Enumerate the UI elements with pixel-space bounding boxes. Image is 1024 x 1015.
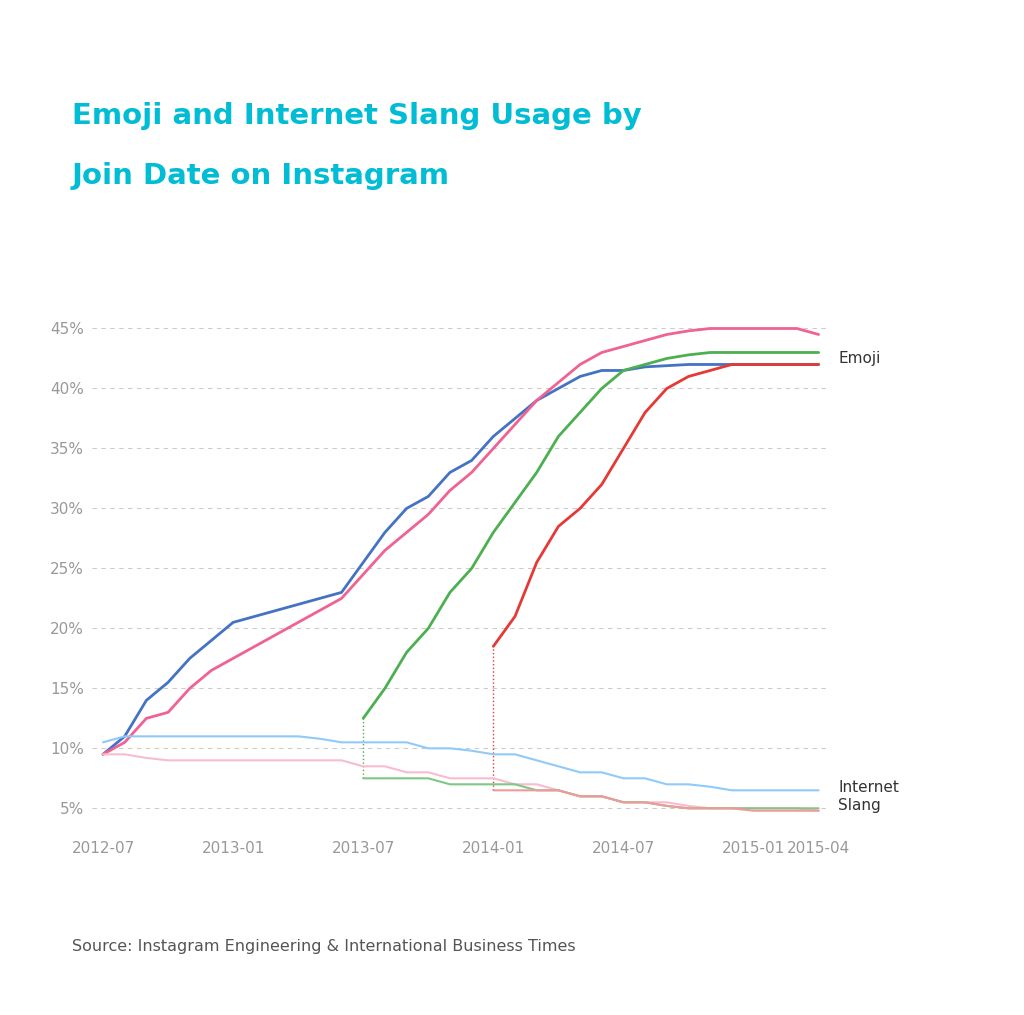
Text: Join Date on Instagram: Join Date on Instagram xyxy=(72,162,450,191)
Text: Source: Instagram Engineering & International Business Times: Source: Instagram Engineering & Internat… xyxy=(72,939,575,954)
Text: Emoji: Emoji xyxy=(839,351,881,366)
Text: Emoji and Internet Slang Usage by: Emoji and Internet Slang Usage by xyxy=(72,102,641,130)
Text: Internet
Slang: Internet Slang xyxy=(839,781,899,813)
